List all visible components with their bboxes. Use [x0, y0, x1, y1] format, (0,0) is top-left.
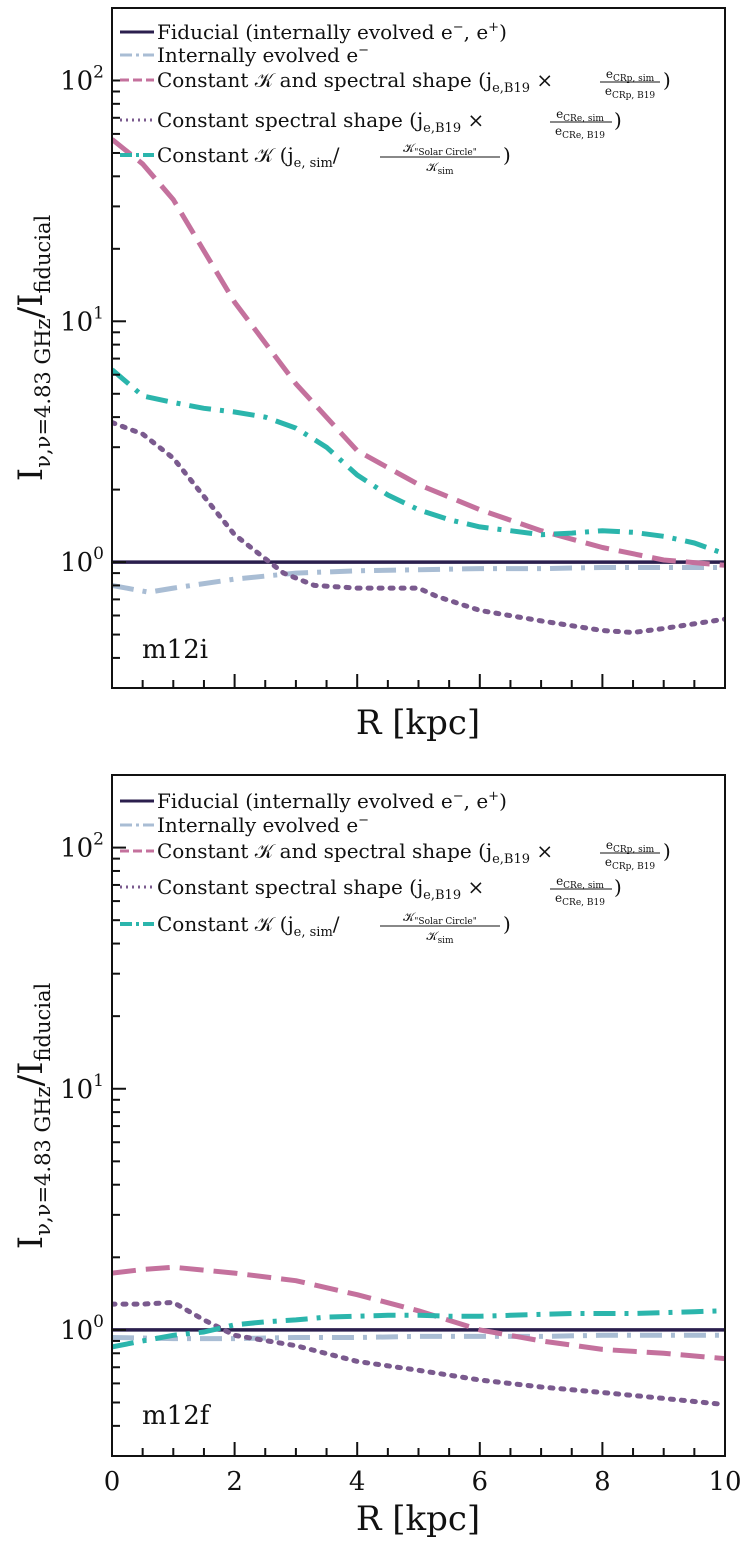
- legend-frac-den: eCRe, B19: [555, 891, 605, 908]
- y-axis-label: Iν,ν=4.83 GHz/Ifiducial: [11, 983, 55, 1250]
- svg-text:Iν,ν=4.83 GHz/Ifiducial: Iν,ν=4.83 GHz/Ifiducial: [11, 215, 55, 482]
- legend-close-paren: ): [663, 68, 671, 92]
- x-tick-label: 10: [708, 1467, 741, 1497]
- legend-label-const-k: Constant 𝒦 (je, sim/: [157, 912, 340, 940]
- legend-label-internal: Internally evolved e−: [157, 43, 369, 67]
- y-axis-label: Iν,ν=4.83 GHz/Ifiducial: [11, 215, 55, 482]
- series-line-1: [112, 565, 725, 595]
- legend-frac-num: eCRe, sim: [556, 107, 604, 124]
- series-line-2: [112, 1264, 725, 1362]
- legend-frac-num: eCRp, sim: [606, 838, 655, 855]
- x-axis-label: R [kpc]: [356, 1499, 480, 1539]
- legend-frac-den: 𝒦sim: [426, 160, 454, 177]
- legend-frac-num: 𝒦"Solar Circle": [403, 141, 477, 158]
- series-line-2: [112, 137, 725, 568]
- legend-frac-num: eCRe, sim: [556, 874, 604, 891]
- legend-close-paren: ): [614, 108, 622, 132]
- panel-label: m12f: [142, 1401, 212, 1431]
- y-tick-label: 100: [60, 1312, 104, 1346]
- chart-panel-m12f: 0 2 4 6 8 10 100 101 102 m12f R [kpc] Iν,ν=4.83 …: [11, 774, 742, 1539]
- legend: Fiducial (internally evolved e−, e+) Int…: [120, 20, 671, 177]
- svg-text:Iν,ν=4.83 GHz/Ifiducial: Iν,ν=4.83 GHz/Ifiducial: [11, 983, 55, 1250]
- chart-panel-m12i: 100 101 102 m12i R [kpc] Iν,ν=4.83 GHz/Ifi…: [11, 7, 726, 743]
- y-tick-label: 100: [60, 544, 104, 578]
- series-line-3: [112, 1299, 725, 1408]
- x-tick-label: 8: [594, 1467, 611, 1497]
- legend-label-const-spec: Constant spectral shape (je,B19 ×: [157, 108, 484, 136]
- y-tick-label: 102: [60, 830, 104, 864]
- x-tick-label: 4: [349, 1467, 366, 1497]
- legend-label-internal: Internally evolved e−: [157, 813, 369, 837]
- legend-frac-den: 𝒦sim: [426, 929, 454, 946]
- legend-close-paren: ): [614, 875, 622, 899]
- legend-close-paren: ): [663, 839, 671, 863]
- x-tick-label: 6: [472, 1467, 489, 1497]
- legend-frac-num: eCRp, sim: [606, 67, 655, 84]
- legend-frac-den: eCRe, B19: [555, 124, 605, 141]
- legend-label-const-spec: Constant spectral shape (je,B19 ×: [157, 875, 484, 903]
- series-line-4: [112, 367, 725, 557]
- plot-frame: [111, 774, 726, 1457]
- legend: Fiducial (internally evolved e−, e+) Int…: [120, 789, 671, 946]
- panel-label: m12i: [142, 635, 208, 665]
- legend-close-paren: ): [503, 143, 511, 167]
- y-tick-label: 101: [60, 1071, 104, 1105]
- x-tick-label: 0: [104, 1467, 121, 1497]
- y-tick-label: 101: [60, 303, 104, 337]
- series-line-3: [112, 420, 725, 635]
- legend-label-const-k-spec: Constant 𝒦 and spectral shape (je,B19 ×: [157, 68, 553, 96]
- legend-frac-den: eCRp, B19: [605, 84, 656, 101]
- series-line-1: [112, 1332, 725, 1342]
- legend-label-const-k-spec: Constant 𝒦 and spectral shape (je,B19 ×: [157, 839, 553, 867]
- legend-label-const-k: Constant 𝒦 (je, sim/: [157, 143, 340, 171]
- legend-label-fiducial: Fiducial (internally evolved e−, e+): [157, 20, 507, 44]
- x-tick-label: 2: [226, 1467, 243, 1497]
- legend-label-fiducial: Fiducial (internally evolved e−, e+): [157, 789, 507, 813]
- series-line-4: [112, 1308, 725, 1350]
- legend-close-paren: ): [503, 912, 511, 936]
- legend-frac-num: 𝒦"Solar Circle": [403, 910, 477, 927]
- legend-frac-den: eCRp, B19: [605, 855, 656, 872]
- y-tick-label: 102: [60, 62, 104, 96]
- plot-frame: [111, 7, 726, 689]
- x-axis-label: R [kpc]: [356, 703, 480, 743]
